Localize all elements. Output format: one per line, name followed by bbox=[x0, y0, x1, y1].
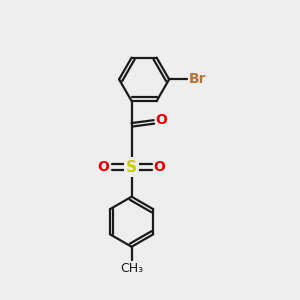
Text: CH₃: CH₃ bbox=[120, 262, 143, 275]
Text: O: O bbox=[154, 160, 166, 174]
Text: O: O bbox=[156, 113, 168, 127]
Text: O: O bbox=[98, 160, 110, 174]
Text: S: S bbox=[126, 160, 137, 175]
Text: Br: Br bbox=[189, 72, 206, 86]
